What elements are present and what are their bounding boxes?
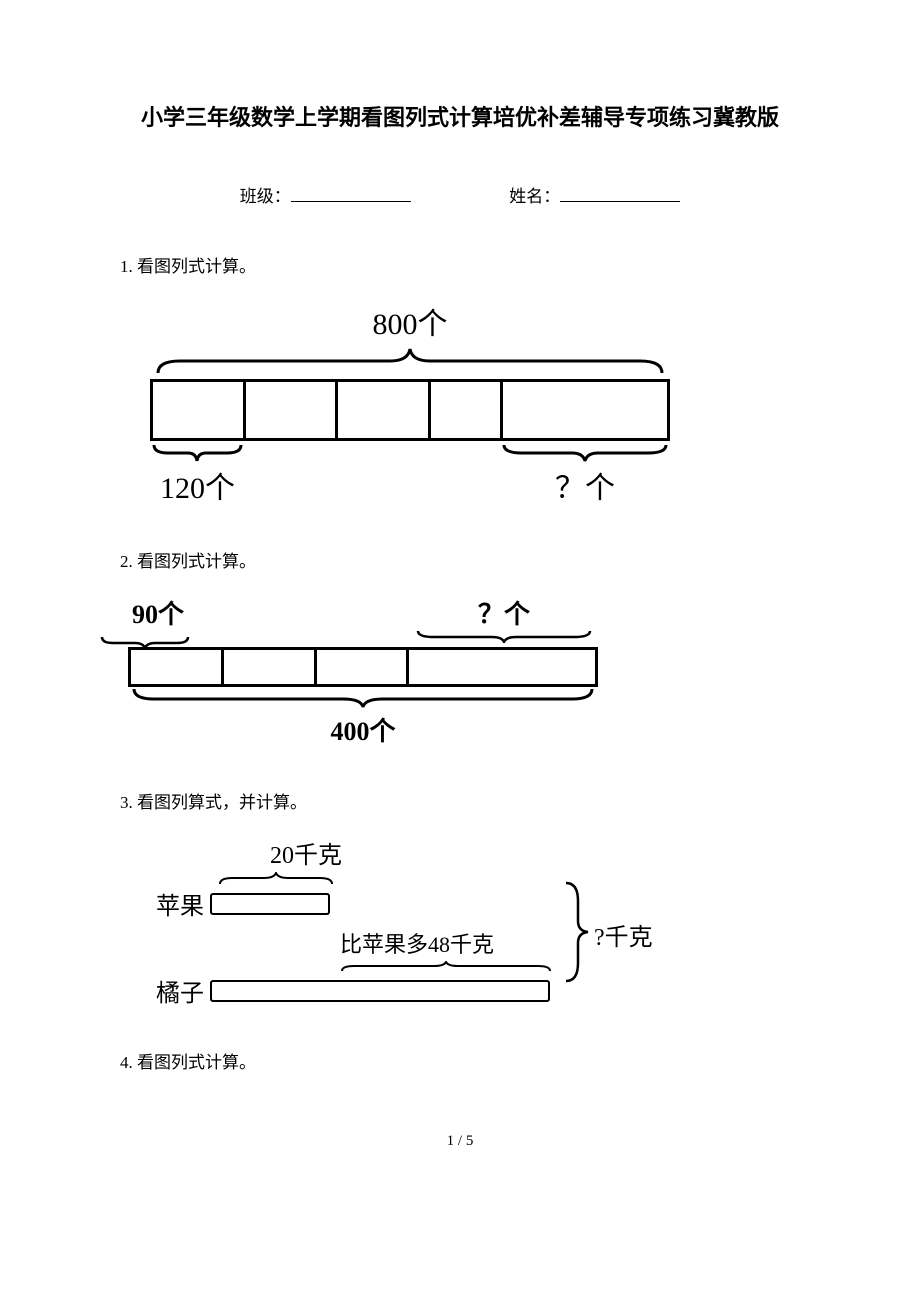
meta-row: 班级： 姓名： bbox=[120, 182, 800, 207]
q3-num: 3. bbox=[120, 793, 133, 812]
d2-cell bbox=[409, 650, 595, 684]
d2-top-right-label: ？个 bbox=[410, 594, 598, 645]
d3-apple-weight: 20千克 bbox=[270, 835, 700, 870]
d2-cell bbox=[131, 650, 224, 684]
d2-cell bbox=[224, 650, 317, 684]
class-label: 班级： bbox=[240, 187, 291, 206]
d1-cell bbox=[338, 382, 431, 438]
d1-cell bbox=[153, 382, 246, 438]
d2-top-left-label: 90个 bbox=[128, 594, 410, 645]
d1-bottom-right-label: ？个 bbox=[500, 463, 670, 507]
q4-num: 4. bbox=[120, 1053, 133, 1072]
d2-bar bbox=[128, 647, 598, 687]
question-4: 4. 看图列式计算。 bbox=[120, 1048, 800, 1073]
brace-small-left-icon bbox=[99, 635, 191, 649]
d2-tr-text: ？个 bbox=[478, 600, 530, 629]
question-2: 2. 看图列式计算。 bbox=[120, 547, 800, 572]
brace-apple-icon bbox=[216, 872, 336, 886]
brace-top-icon bbox=[150, 347, 670, 375]
q1-text: 看图列式计算。 bbox=[137, 257, 256, 276]
d3-apple-bar bbox=[210, 893, 330, 915]
right-brace-icon bbox=[562, 877, 592, 987]
brace-bottom-left-icon bbox=[150, 443, 245, 463]
diagram-3: 20千克 苹果 比苹果多48千克 橘子 ?千克 bbox=[140, 835, 700, 1008]
page-title: 小学三年级数学上学期看图列式计算培优补差辅导专项练习冀教版 bbox=[120, 100, 800, 132]
q2-text: 看图列式计算。 bbox=[137, 552, 256, 571]
d2-cell bbox=[317, 650, 410, 684]
d3-orange-label: 橘子 bbox=[140, 973, 210, 1008]
brace-small-right-icon bbox=[414, 629, 594, 643]
class-blank bbox=[291, 185, 411, 202]
question-1: 1. 看图列式计算。 bbox=[120, 252, 800, 277]
question-3: 3. 看图列算式，并计算。 bbox=[120, 788, 800, 813]
d3-right-q: ?千克 bbox=[594, 917, 653, 952]
d1-cell bbox=[503, 382, 667, 438]
q2-num: 2. bbox=[120, 552, 133, 571]
name-blank bbox=[560, 185, 680, 202]
d1-cell bbox=[431, 382, 503, 438]
q3-text: 看图列算式，并计算。 bbox=[137, 793, 307, 812]
d2-tl-text: 90个 bbox=[132, 600, 184, 629]
q1-num: 1. bbox=[120, 257, 133, 276]
brace-bottom-icon bbox=[128, 687, 598, 709]
page-footer: 1 / 5 bbox=[120, 1133, 800, 1150]
q4-text: 看图列式计算。 bbox=[137, 1053, 256, 1072]
d1-cell bbox=[246, 382, 339, 438]
d3-orange-bar bbox=[210, 980, 550, 1002]
name-label: 姓名： bbox=[509, 187, 560, 206]
brace-orange-extra-icon bbox=[338, 961, 554, 973]
d1-bottom-left-label: 120个 bbox=[150, 463, 245, 507]
d1-bar bbox=[150, 379, 670, 441]
d1-top-label: 800个 bbox=[150, 299, 670, 343]
diagram-1: 800个 120个 ？个 bbox=[150, 299, 670, 507]
diagram-2: 90个 ？个 400个 bbox=[128, 594, 598, 748]
brace-bottom-right-icon bbox=[500, 443, 670, 463]
d2-bottom-label: 400个 bbox=[128, 711, 598, 748]
d3-apple-label: 苹果 bbox=[140, 886, 210, 921]
